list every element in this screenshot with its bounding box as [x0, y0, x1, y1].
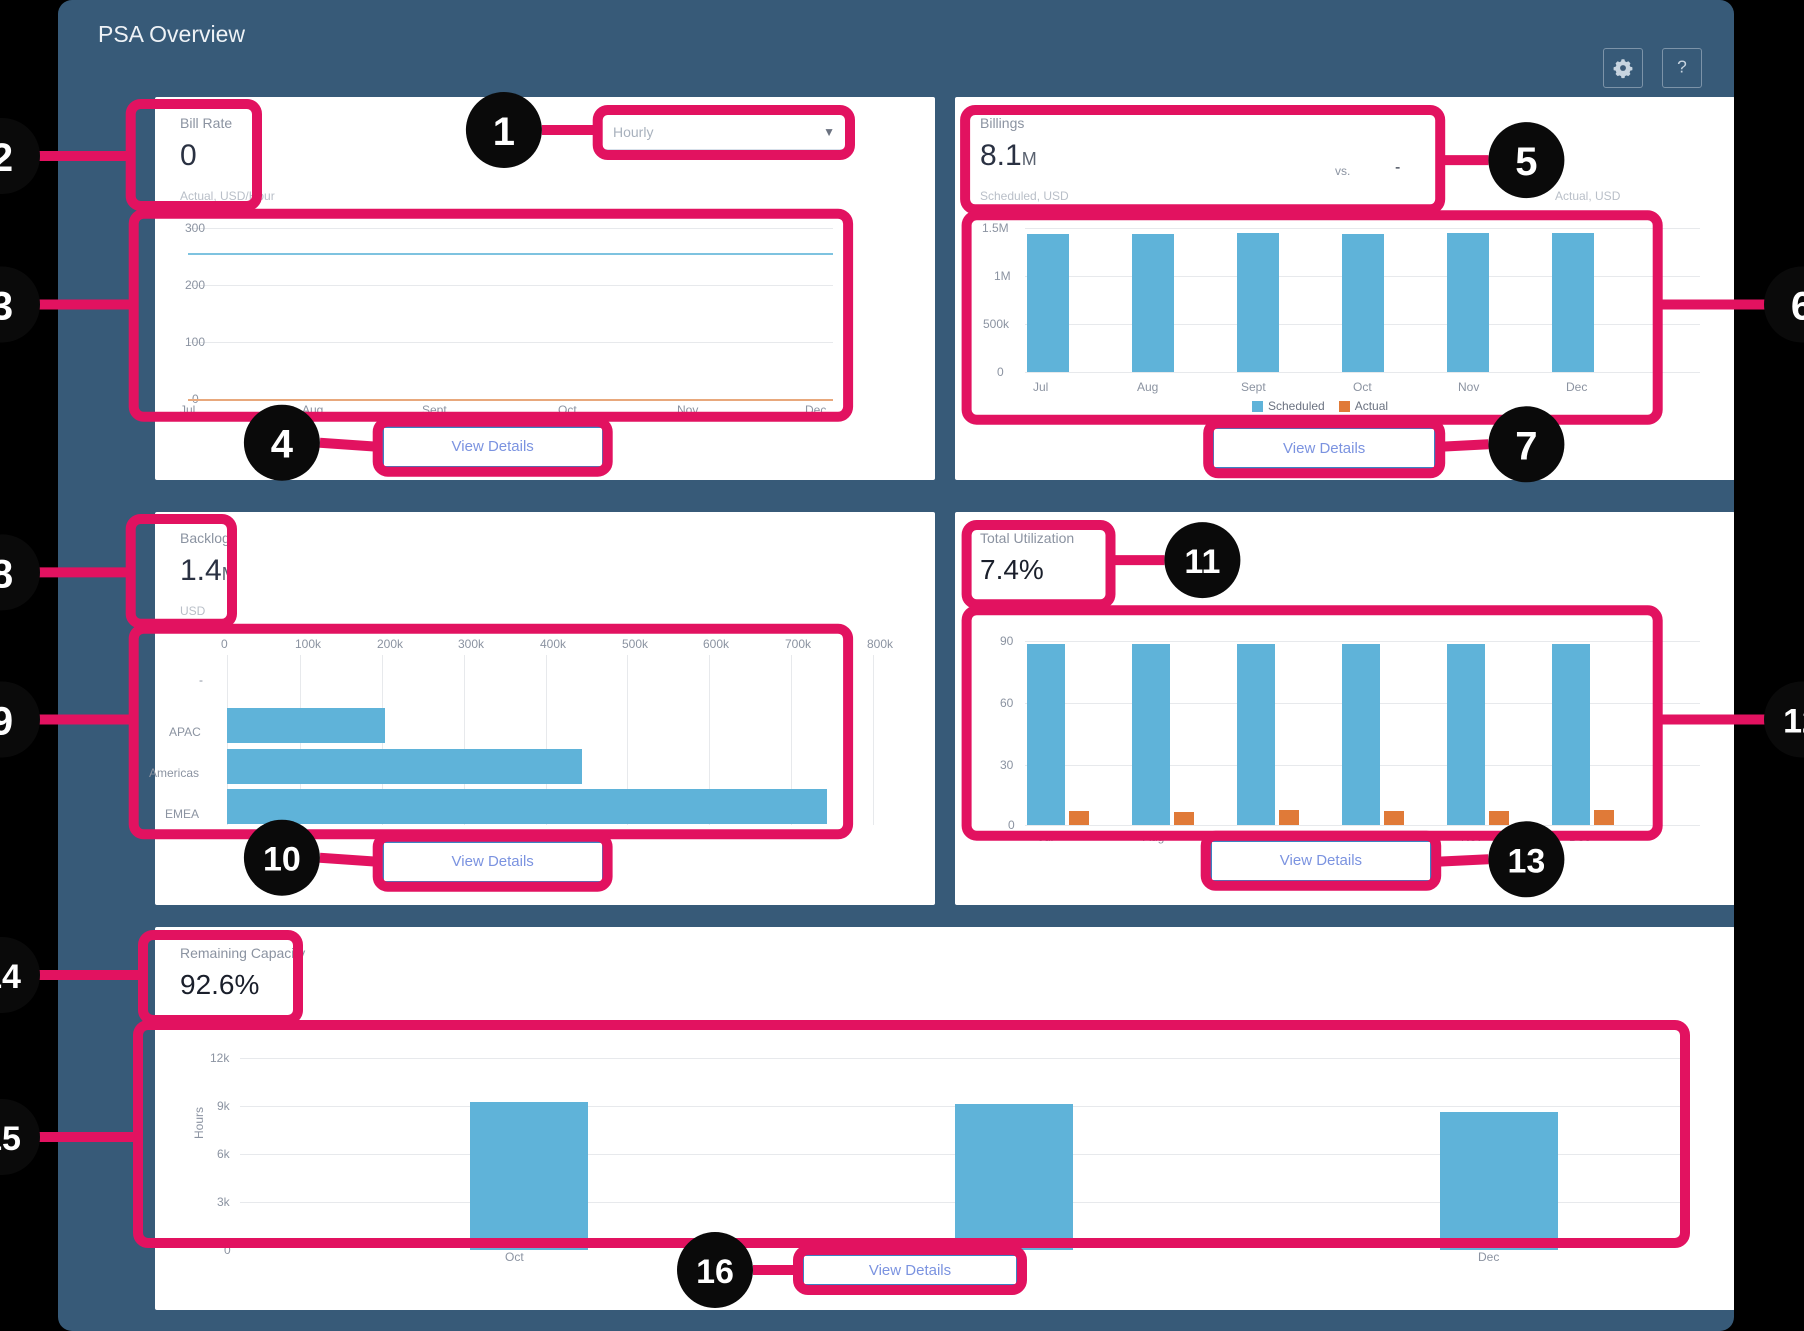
- svg-text:8: 8: [0, 552, 13, 596]
- svg-text:3: 3: [0, 285, 13, 329]
- svg-text:12: 12: [1783, 703, 1804, 741]
- svg-text:?: ?: [1677, 57, 1687, 77]
- svg-text:2: 2: [0, 136, 13, 180]
- svg-text:14: 14: [0, 958, 21, 996]
- svg-text:15: 15: [0, 1120, 21, 1158]
- svg-text:6: 6: [1791, 285, 1804, 329]
- svg-text:9: 9: [0, 700, 13, 744]
